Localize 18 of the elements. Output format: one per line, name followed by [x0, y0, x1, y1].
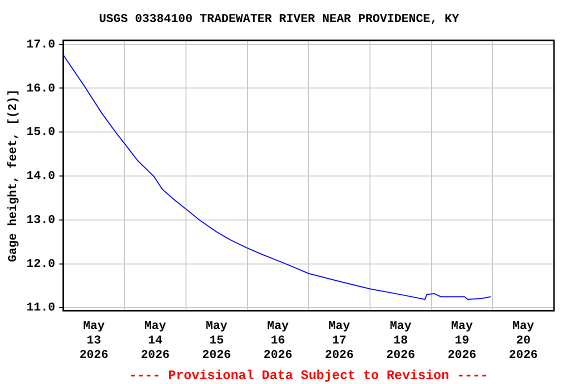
x-tick-label: May 20 2026	[508, 319, 538, 362]
chart-title: USGS 03384100 TRADEWATER RIVER NEAR PROVIDENCE, KY	[98, 12, 460, 26]
y-tick-label: 15.0	[26, 125, 56, 140]
y-tick-label: 14.0	[26, 169, 56, 184]
y-tick-label: 16.0	[26, 81, 56, 96]
x-tick-label: May 17 2026	[324, 319, 354, 362]
text: ---- Provisional Data Subject to Revision ----	[129, 368, 488, 383]
y-tick-label: 13.0	[26, 212, 56, 227]
y-axis-title: Gage height, feet, [(2)]	[6, 89, 20, 262]
x-tick-label: May 18 2026	[386, 319, 416, 362]
x-tick-label: May 19 2026	[448, 319, 476, 362]
y-tick-label: 11.0	[26, 300, 56, 315]
y-tick-label: 17.0	[26, 37, 56, 52]
x-tick-label: May 15 2026	[202, 319, 231, 362]
y-tick-label: 12.0	[26, 256, 56, 271]
x-tick-label: May 16 2026	[264, 319, 292, 362]
x-tick-label: May 14 2026	[140, 319, 170, 362]
x-tick-label: May 13 2026	[79, 319, 108, 362]
